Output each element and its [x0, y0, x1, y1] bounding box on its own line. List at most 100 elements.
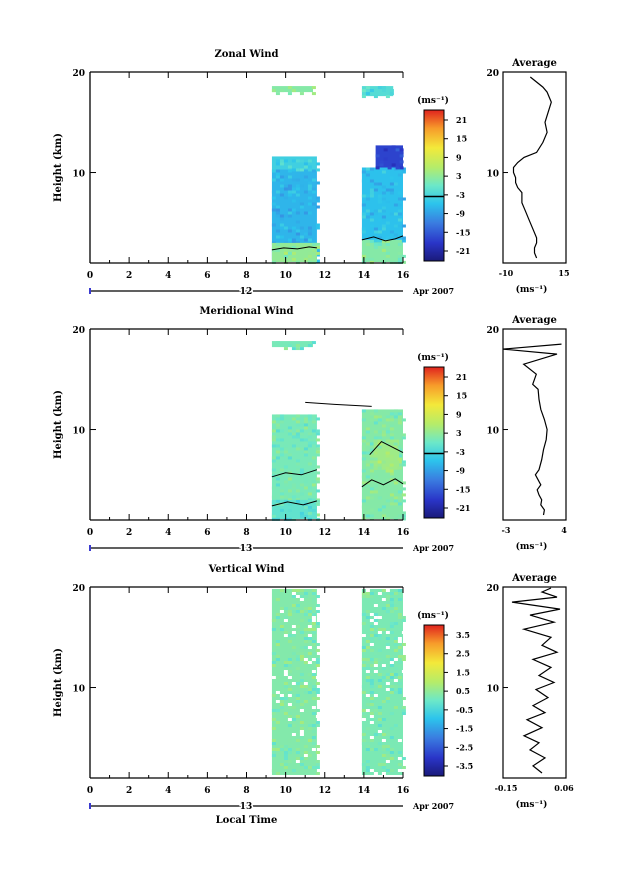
- data-cell: [393, 649, 398, 653]
- data-cell: [369, 595, 374, 599]
- data-gap: [295, 595, 300, 599]
- data-cell: [311, 742, 316, 746]
- data-cell: [315, 162, 320, 166]
- data-cell: [295, 429, 300, 433]
- data-cell: [307, 417, 312, 421]
- data-cell: [307, 435, 312, 439]
- data-cell: [271, 718, 276, 722]
- data-cell: [311, 673, 316, 677]
- data-cell: [295, 229, 300, 233]
- data-cell: [373, 652, 378, 656]
- data-cell: [283, 480, 288, 484]
- colorbar-label: -15: [456, 227, 470, 237]
- data-cell: [391, 163, 396, 167]
- data-cell: [361, 499, 366, 503]
- data-cell: [311, 676, 316, 680]
- data-cell: [389, 688, 394, 692]
- data-cell: [369, 697, 374, 701]
- data-cell: [361, 733, 366, 737]
- data-cell: [377, 763, 382, 767]
- data-cell: [381, 667, 386, 671]
- data-cell: [369, 179, 374, 183]
- x-axis-label: Local Time: [216, 815, 278, 826]
- data-cell: [397, 628, 402, 632]
- panel-3: Vertical Wind 0 2 4 6 8 10 12 14 16 10 20 Height (km…: [53, 564, 574, 826]
- x-tick-label: 10: [279, 786, 292, 796]
- data-cell: [401, 517, 406, 521]
- data-cell: [295, 347, 300, 351]
- data-cell: [295, 184, 300, 188]
- data-cell: [397, 224, 402, 228]
- data-cell: [291, 444, 296, 448]
- data-cell: [315, 664, 320, 668]
- data-cell: [311, 637, 316, 641]
- data-cell: [399, 160, 404, 164]
- data-cell: [307, 673, 312, 677]
- data-cell: [307, 766, 312, 770]
- data-cell: [287, 760, 292, 764]
- data-cell: [299, 468, 304, 472]
- data-cell: [375, 154, 380, 158]
- data-cell: [393, 212, 398, 216]
- data-cell: [389, 757, 394, 761]
- data-cell: [311, 685, 316, 689]
- data-cell: [395, 148, 400, 152]
- data-gap: [311, 619, 316, 623]
- data-cell: [291, 718, 296, 722]
- data-cell: [303, 640, 308, 644]
- data-cell: [385, 637, 390, 641]
- data-cell: [361, 649, 366, 653]
- data-cell: [279, 502, 284, 506]
- data-cell: [369, 748, 374, 752]
- data-cell: [311, 441, 316, 445]
- data-cell: [385, 655, 390, 659]
- data-cell: [307, 511, 312, 515]
- data-cell: [361, 664, 366, 668]
- data-cell: [385, 257, 390, 261]
- data-cell: [275, 429, 280, 433]
- x-tick-label: 8: [243, 528, 249, 538]
- data-cell: [393, 643, 398, 647]
- data-block: [361, 86, 394, 97]
- data-gap: [369, 643, 374, 647]
- panel-title: Zonal Wind: [214, 49, 278, 60]
- data-cell: [311, 92, 316, 96]
- data-cell: [389, 92, 394, 96]
- data-cell: [377, 685, 382, 689]
- data-cell: [365, 484, 370, 488]
- data-cell: [299, 514, 304, 518]
- data-gap: [291, 592, 296, 596]
- data-cell: [385, 748, 390, 752]
- data-cell: [401, 418, 406, 422]
- data-cell: [389, 176, 394, 180]
- profile-line: [511, 587, 561, 774]
- data-cell: [389, 454, 394, 458]
- data-cell: [291, 257, 296, 261]
- data-cell: [291, 724, 296, 728]
- data-cell: [399, 148, 404, 152]
- data-cell: [279, 628, 284, 632]
- profile-x-tick-label: 4: [561, 525, 567, 535]
- data-gap: [295, 760, 300, 764]
- data-cell: [315, 199, 320, 203]
- colorbar-label: 0.5: [456, 686, 470, 696]
- data-cell: [377, 203, 382, 207]
- data-cell: [373, 242, 378, 246]
- data-cell: [303, 450, 308, 454]
- data-cell: [279, 217, 284, 221]
- data-cell: [361, 409, 366, 413]
- data-cell: [369, 673, 374, 677]
- data-gap: [303, 682, 308, 686]
- data-cell: [291, 347, 296, 351]
- data-cell: [369, 89, 374, 93]
- data-cell: [295, 658, 300, 662]
- data-cell: [287, 251, 292, 255]
- data-cell: [287, 634, 292, 638]
- data-cell: [283, 745, 288, 749]
- data-cell: [283, 226, 288, 230]
- data-cell: [299, 619, 304, 623]
- data-cell: [389, 676, 394, 680]
- data-cell: [377, 218, 382, 222]
- data-cell: [373, 421, 378, 425]
- y-tick-label: 20: [72, 326, 85, 336]
